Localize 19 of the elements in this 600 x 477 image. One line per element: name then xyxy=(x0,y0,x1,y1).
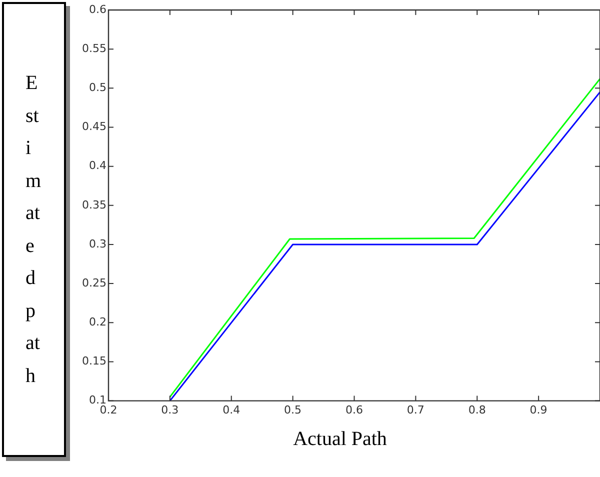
x-tick-label: 0.6 xyxy=(345,403,363,416)
y-tick-label: 0.5 xyxy=(88,81,106,94)
x-tick-label: 0.5 xyxy=(284,403,302,416)
y-tick-label: 0.2 xyxy=(88,316,106,328)
x-tick-label: 0.3 xyxy=(161,403,179,416)
y-tick-label: 0.55 xyxy=(82,42,106,55)
y-tick-label: 0.4 xyxy=(88,159,106,172)
x-tick-label: 0.8 xyxy=(468,403,486,416)
y-tick-label: 0.25 xyxy=(82,276,106,290)
text: Estimatedpath xyxy=(26,72,42,386)
y-tick-label: 0.45 xyxy=(82,120,106,134)
x-tick-label: 0.9 xyxy=(530,403,548,416)
y-tick-label: 0.6 xyxy=(88,2,106,16)
y-tick-label: 0.15 xyxy=(82,354,106,368)
x-tick-label: 0.4 xyxy=(222,403,240,416)
x-axis-title: Actual Path xyxy=(292,428,388,451)
y-tick-label: 0.3 xyxy=(88,237,106,250)
y-tick-label: 0.35 xyxy=(82,198,106,212)
x-tick-label: 0.7 xyxy=(406,403,424,416)
